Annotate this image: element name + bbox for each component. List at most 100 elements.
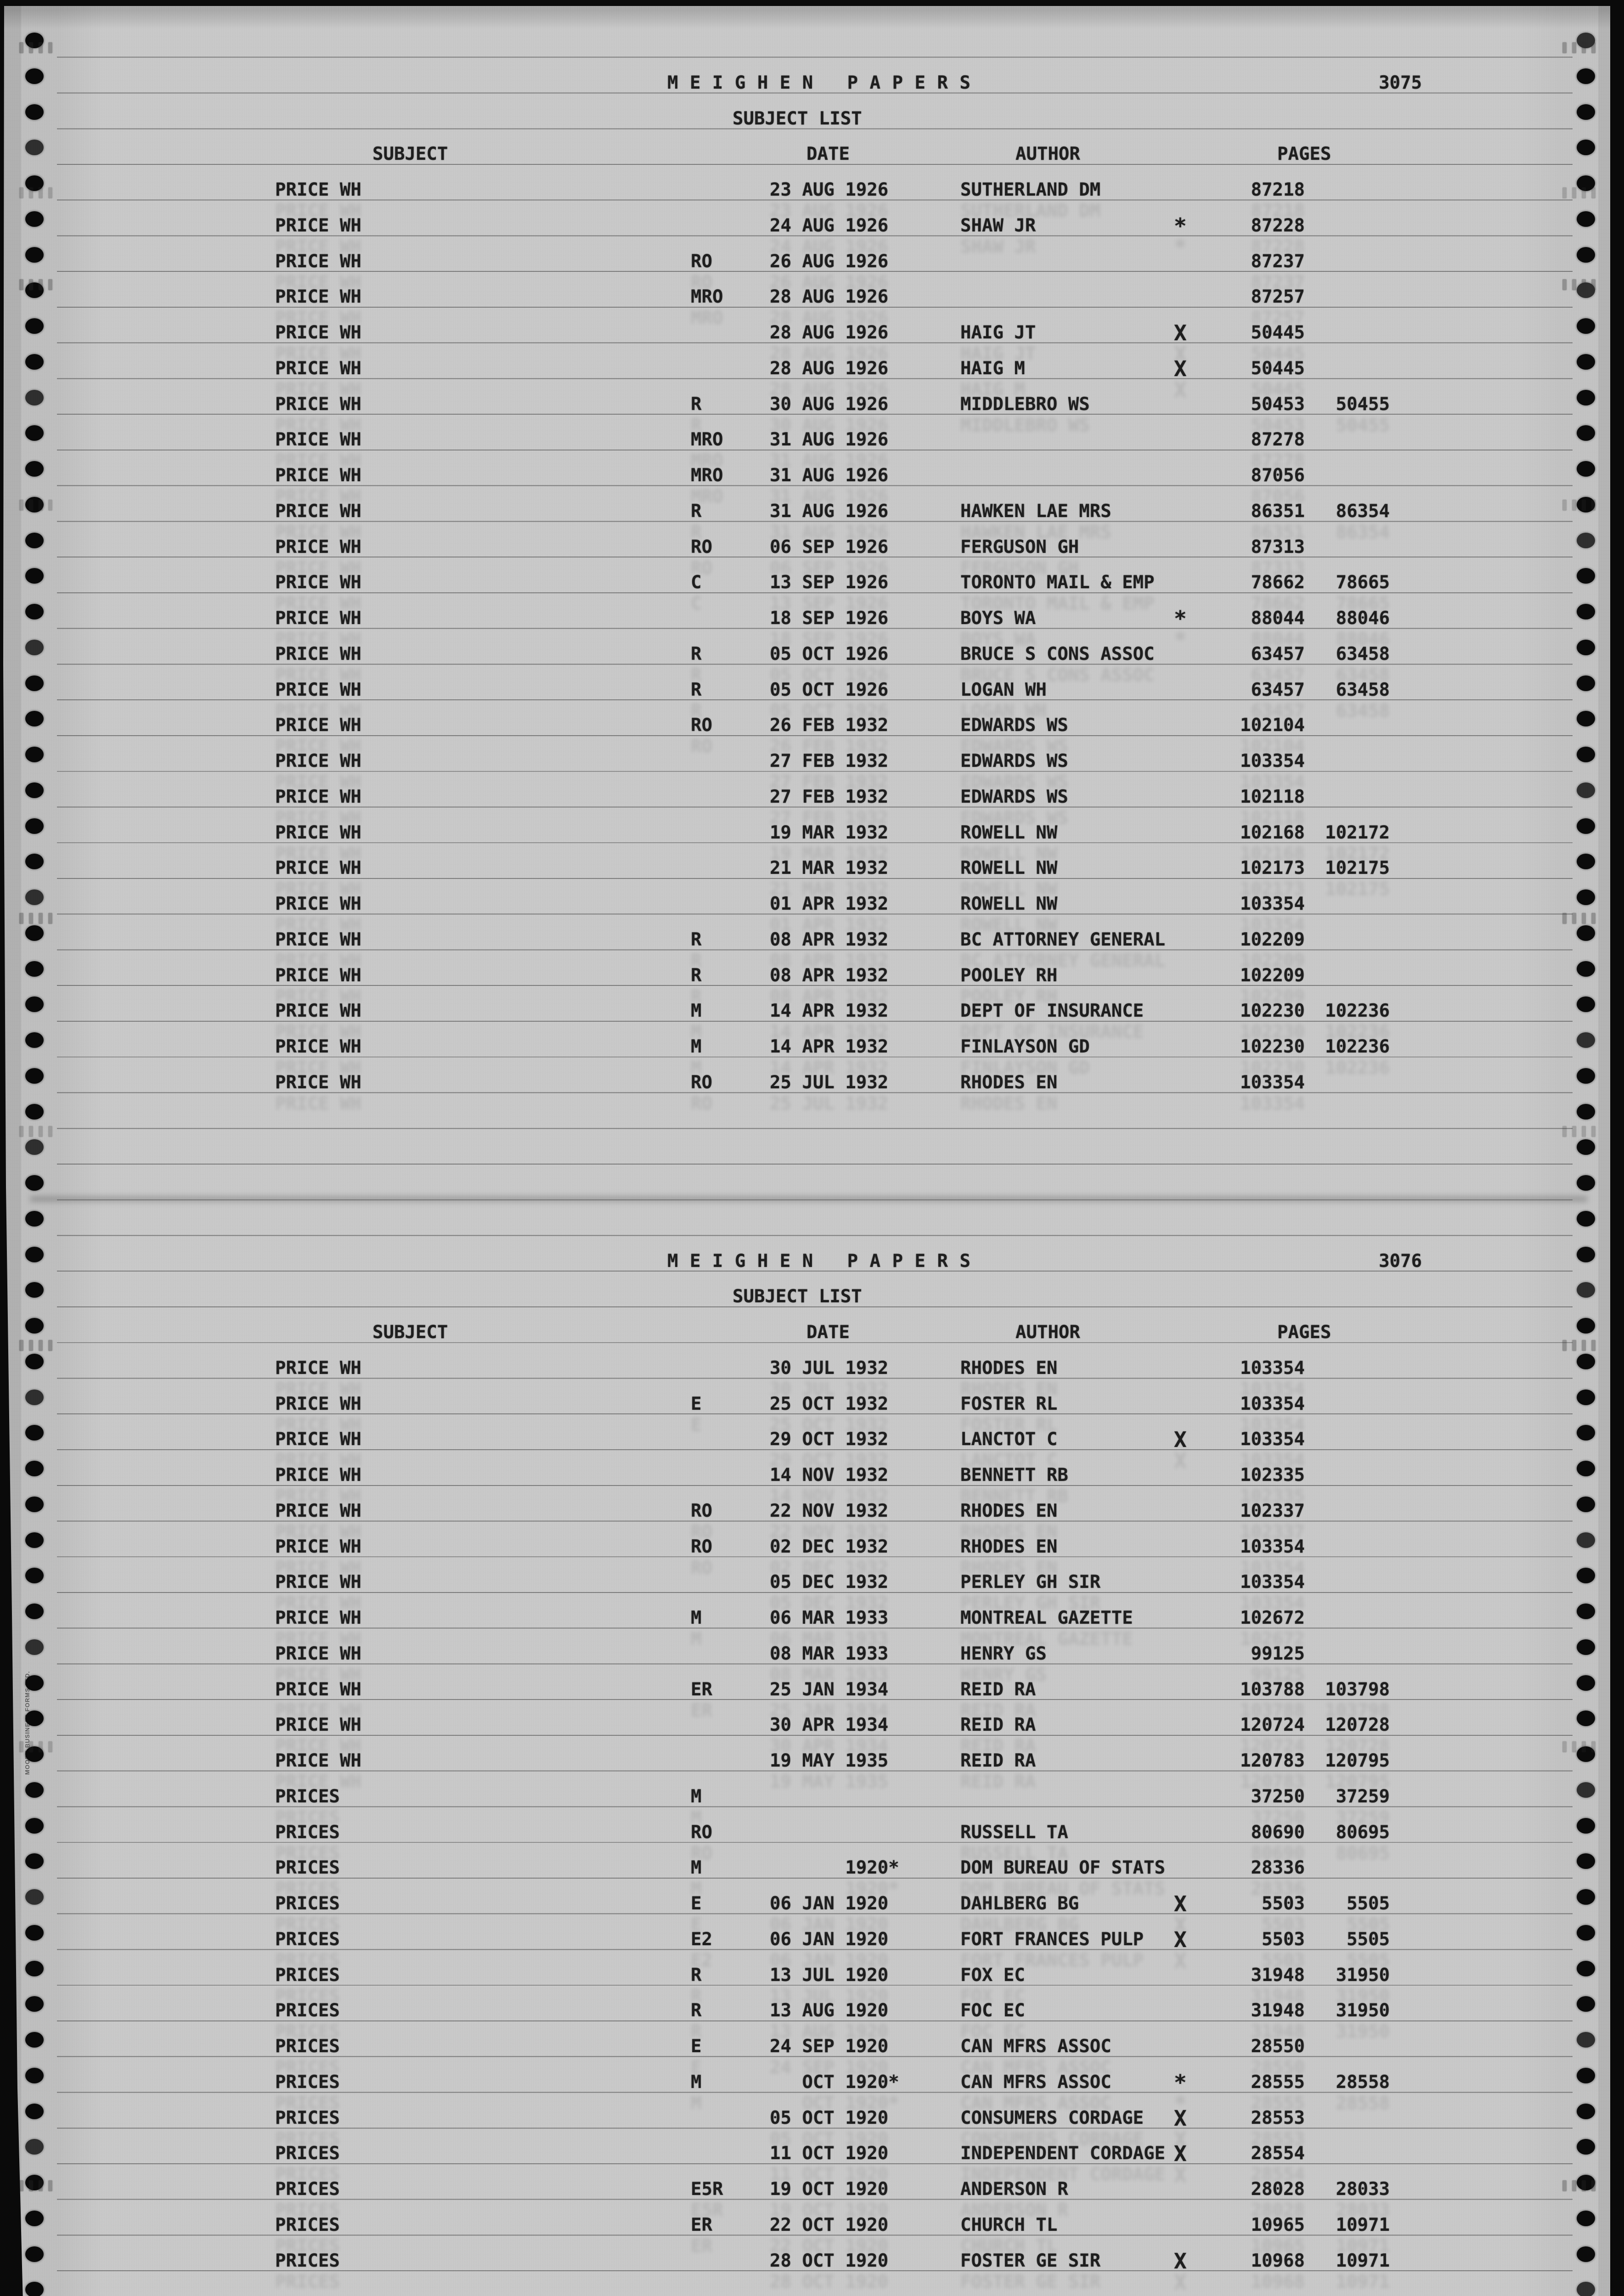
- tractor-feed-hole-right: [1577, 1925, 1595, 1941]
- tractor-feed-hole-right: [1577, 2139, 1595, 2155]
- subject-cell: PRICE WH: [275, 322, 361, 343]
- author-cell: PERLEY GH SIR: [960, 1572, 1101, 1593]
- pages-end-cell: 103798: [1325, 1679, 1390, 1700]
- phantom-hole-tick: [1591, 279, 1596, 290]
- table-row: PRICES R 13 JUL 1920 FOX EC 31948 31950: [3, 1965, 1624, 1986]
- tractor-feed-hole-left: [25, 354, 44, 370]
- tractor-feed-hole-right: [1577, 2246, 1595, 2262]
- tractor-feed-hole-right: [1577, 1425, 1595, 1441]
- pages-start-cell: 103354: [1240, 751, 1305, 771]
- table-row: PRICES 11 OCT 1920 INDEPENDENT CORDAGE X 285…: [3, 2143, 1624, 2164]
- tractor-feed-hole-left: [25, 2139, 44, 2155]
- subject-cell: PRICE WH: [275, 1500, 361, 1521]
- subject-cell: PRICE WH: [275, 858, 361, 879]
- mark-cell: X: [1174, 2105, 1187, 2131]
- date-cell: 31 AUG 1926: [770, 501, 889, 522]
- phantom-hole-tick: [39, 279, 43, 290]
- phantom-hole-marks-right: [1562, 187, 1596, 198]
- pages-start-cell: 102337: [1240, 1500, 1305, 1521]
- author-cell: RHODES EN: [960, 1357, 1058, 1379]
- subject-cell: PRICES: [275, 2000, 340, 2021]
- date-cell: 25 JAN 1934: [770, 1679, 889, 1700]
- date-cell: 28 OCT 1920: [770, 2250, 889, 2271]
- author-cell: ROWELL NW: [960, 822, 1058, 843]
- tractor-feed-hole-right: [1577, 1068, 1595, 1084]
- doc-type-code-cell: C: [691, 572, 702, 593]
- phantom-hole-tick: [48, 279, 52, 290]
- phantom-hole-marks-right: [1562, 913, 1596, 924]
- tractor-feed-hole-right: [1577, 1604, 1595, 1619]
- pages-start-cell: 99125: [1251, 1643, 1305, 1664]
- subject-cell: PRICE WH: [275, 1093, 361, 1114]
- pages-start-cell: 102230: [1240, 1036, 1305, 1057]
- page-number: 3075: [1379, 72, 1422, 93]
- tractor-feed-hole-left: [25, 925, 44, 941]
- subject-cell: PRICE WH: [275, 1750, 361, 1771]
- date-cell: 28 AUG 1926: [770, 322, 889, 343]
- author-cell: TORONTO MAIL & EMP: [960, 572, 1155, 593]
- date-cell: 24 AUG 1926: [770, 215, 889, 236]
- tractor-feed-hole-left: [25, 1175, 44, 1191]
- author-cell: LANCTOT C: [960, 1429, 1058, 1450]
- tractor-feed-hole-right: [1577, 747, 1595, 762]
- table-row: PRICES R 13 AUG 1920 FOC EC 31948 31950: [3, 2001, 1624, 2021]
- date-cell: 08 APR 1932: [770, 965, 889, 986]
- table-row: PRICE WH R 08 APR 1932 POOLEY RH 102209: [3, 965, 1624, 986]
- tractor-feed-hole-left: [25, 1996, 44, 2012]
- phantom-hole-marks-left: [19, 42, 52, 53]
- tractor-feed-hole-left: [25, 1925, 44, 1941]
- pages-start-cell: 87228: [1251, 215, 1305, 236]
- phantom-hole-tick: [1591, 913, 1596, 924]
- author-cell: MIDDLEBRO WS: [960, 394, 1090, 415]
- tractor-feed-hole-right: [1577, 211, 1595, 227]
- header-row: SUBJECT LIST: [3, 108, 1624, 129]
- date-cell: 02 DEC 1932: [770, 1536, 889, 1557]
- tractor-feed-hole-right: [1577, 1960, 1595, 1976]
- column-header-pages: PAGES: [1277, 1322, 1331, 1343]
- author-cell: LOGAN WH: [960, 679, 1047, 700]
- doc-type-code-cell: ER: [691, 1679, 712, 1700]
- tractor-feed-hole-left: [25, 425, 44, 441]
- doc-type-code-cell: RO: [691, 536, 712, 557]
- doc-type-code-cell: R: [691, 501, 702, 522]
- doc-type-code-cell: M: [691, 2071, 702, 2093]
- author-cell: ANDERSON R: [960, 2179, 1068, 2200]
- table-row: PRICE WH R 08 APR 1932 BC ATTORNEY GENERAL 1…: [3, 929, 1624, 950]
- phantom-hole-tick: [1582, 187, 1586, 198]
- subject-cell: PRICES: [275, 2143, 340, 2164]
- tractor-feed-hole-left: [25, 2032, 44, 2048]
- phantom-hole-tick: [39, 913, 43, 924]
- table-row: PRICE WH 29 OCT 1932 LANCTOT C X 103354: [3, 1429, 1624, 1450]
- tractor-feed-hole-left: [25, 1496, 44, 1512]
- table-row: PRICES M OCT 1920* CAN MFRS ASSOC * 28555 285…: [3, 2072, 1624, 2093]
- date-cell: 28 AUG 1926: [770, 287, 889, 308]
- phantom-hole-marks-right: [1562, 1340, 1596, 1351]
- pages-start-cell: 103354: [1240, 1093, 1305, 1114]
- doc-type-code-cell: RO: [691, 715, 712, 736]
- subject-cell: PRICE WH: [275, 608, 361, 629]
- phantom-hole-tick: [19, 187, 23, 198]
- tractor-feed-hole-right: [1577, 1175, 1595, 1191]
- tractor-feed-hole-left: [25, 1746, 44, 1762]
- doc-type-code-cell: E: [691, 1893, 702, 1914]
- table-row: PRICES 28 OCT 1920 FOSTER GE SIR X 10968 1097…: [3, 2250, 1624, 2272]
- phantom-hole-tick: [1572, 1126, 1576, 1137]
- tractor-feed-hole-left: [25, 1139, 44, 1155]
- tractor-feed-hole-right: [1577, 1461, 1595, 1476]
- doc-type-code-cell: E: [691, 2036, 702, 2057]
- tractor-feed-hole-right: [1577, 1318, 1595, 1334]
- date-cell: 25 JUL 1932: [770, 1072, 889, 1093]
- tractor-feed-hole-right: [1577, 1532, 1595, 1548]
- subject-cell: PRICE WH: [275, 251, 361, 272]
- page-title: M E I G H E N P A P E R S: [667, 72, 971, 93]
- author-cell: ROWELL NW: [960, 858, 1058, 879]
- phantom-hole-tick: [1582, 2180, 1586, 2191]
- table-row: PRICE WH 08 MAR 1933 HENRY GS 99125: [3, 1643, 1624, 1664]
- subject-cell: PRICE WH: [275, 1536, 361, 1557]
- doc-type-code-cell: RO: [691, 251, 712, 272]
- date-cell: 21 MAR 1932: [770, 858, 889, 879]
- pages-start-cell: 87278: [1251, 429, 1305, 450]
- date-cell: 27 FEB 1932: [770, 751, 889, 771]
- column-header-date: DATE: [806, 1322, 850, 1343]
- date-cell: 26 FEB 1932: [770, 715, 889, 736]
